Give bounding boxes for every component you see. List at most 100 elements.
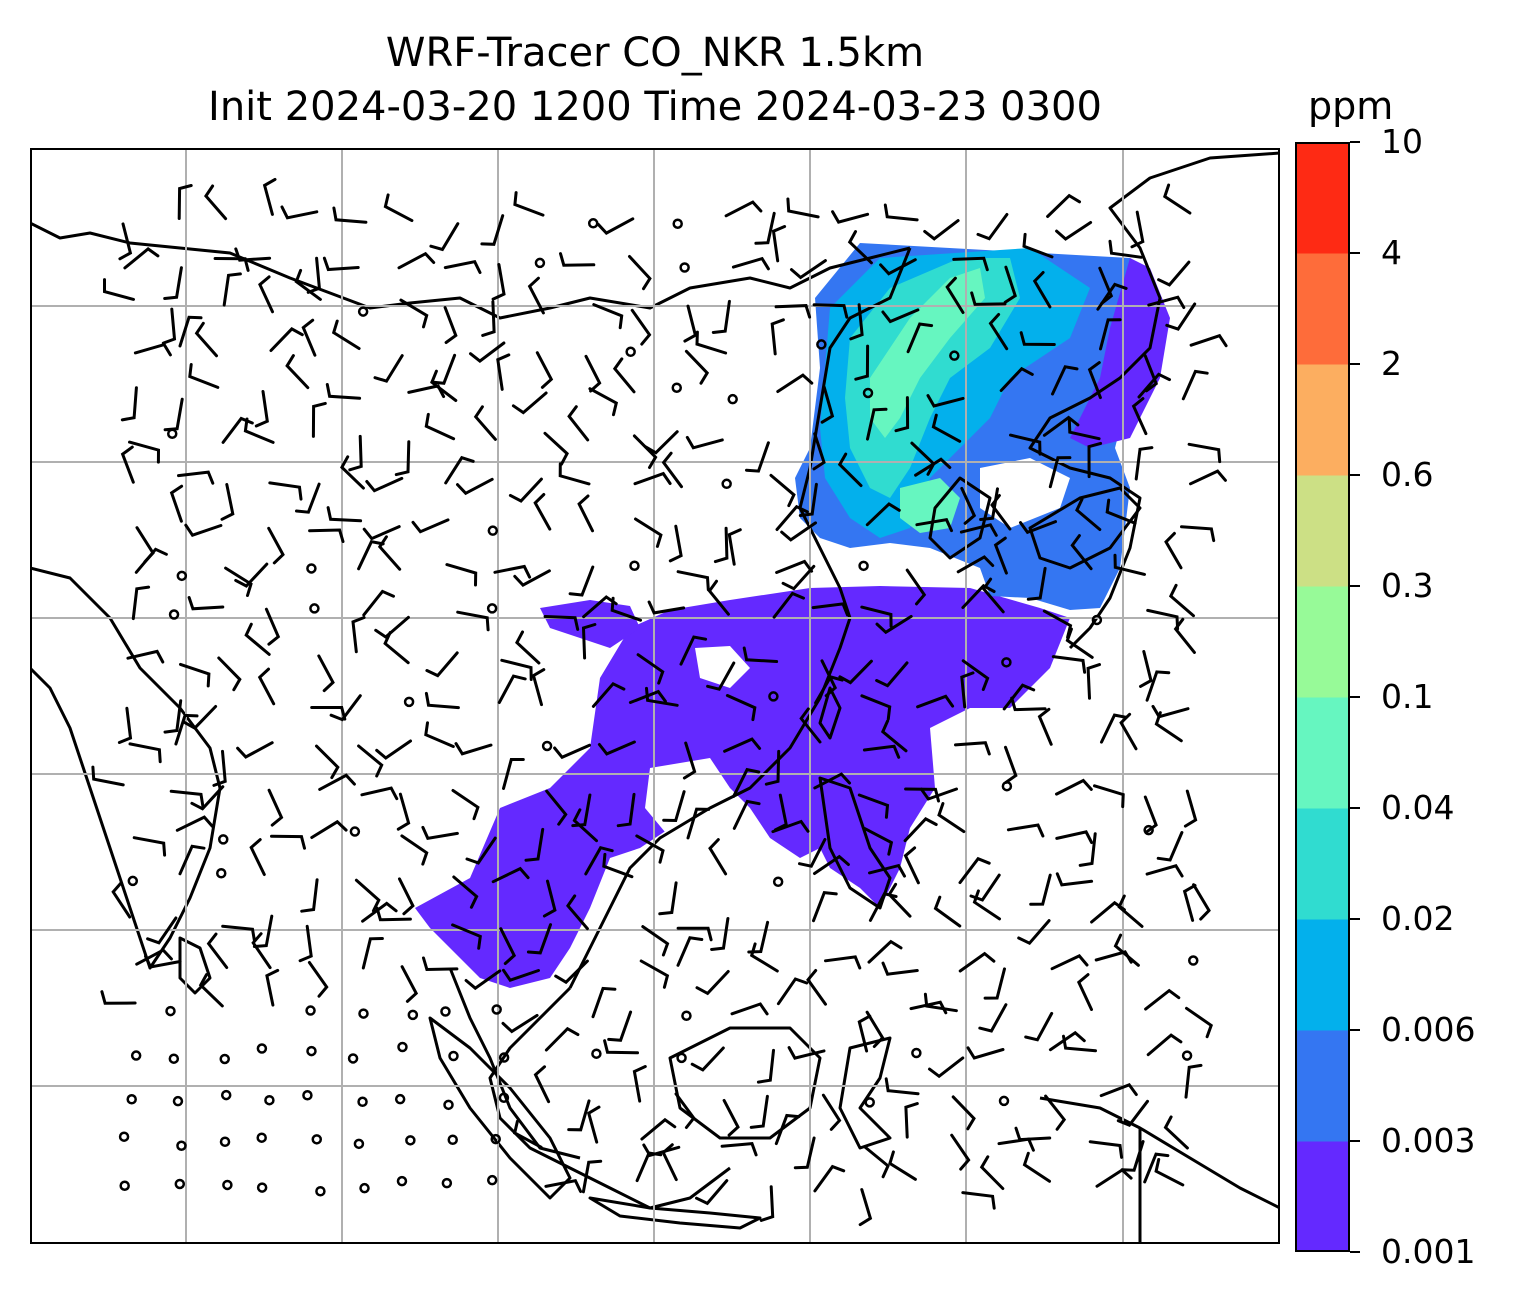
wind-barb [117,706,133,744]
wind-barb [502,968,540,982]
wind-barb [424,721,455,748]
wind-barb [684,349,710,385]
wind-barb [1019,520,1057,535]
wind-barb [958,856,991,885]
calm-wind-marker [1001,780,1013,792]
calm-wind-marker [222,1179,233,1191]
wind-barb [981,577,1005,614]
wind-barb [421,825,459,840]
wind-barb [1065,627,1094,659]
wind-barb [1022,232,1054,259]
calm-wind-marker [490,1133,501,1145]
wind-barb [1048,1030,1086,1052]
coastlines-layer [30,151,1280,1244]
wind-barb [695,330,728,355]
wind-barb [331,319,361,350]
colorbar-tick [1350,807,1360,809]
wind-barb [118,222,133,261]
calm-wind-marker [264,1094,275,1106]
wind-barb [632,434,658,469]
wind-barb [444,455,475,485]
wind-barb [188,363,220,389]
colorbar-segment-6 [1295,475,1350,587]
wind-barb [690,1046,725,1072]
wind-barb [686,807,711,840]
calm-wind-marker [591,1048,602,1059]
calm-wind-marker [130,1050,142,1061]
colorbar-tick [1350,1140,1360,1142]
wind-barb [429,222,460,252]
wind-barb [1019,331,1056,346]
wind-barb [451,923,482,950]
wind-barb [602,852,634,879]
wind-barb [120,386,138,422]
wind-barb [881,308,920,324]
wind-barb [559,252,596,267]
calm-wind-marker [447,1134,458,1145]
tracer-plume-gap-2 [645,758,730,838]
calm-wind-marker [217,834,229,845]
wind-barb [1003,265,1017,304]
wind-barb [612,357,636,394]
wind-barb [252,914,274,948]
wind-barb [1146,608,1180,631]
wind-barb [531,668,546,707]
wind-barb [298,924,313,963]
wind-barb [1046,193,1081,218]
wind-barb [860,694,892,721]
wind-barb [103,278,135,301]
wind-barb [553,743,591,760]
calm-wind-marker [486,1174,498,1186]
wind-barb [774,304,812,319]
wind-barb [217,656,242,692]
wind-barb [1076,973,1093,1011]
wind-barb [1100,713,1128,744]
wind-barb [430,369,458,402]
calm-wind-marker [219,1136,231,1148]
calm-wind-marker [119,1180,130,1191]
wind-barb [596,217,635,235]
wind-barb [306,256,322,294]
wind-barb [424,691,460,710]
wind-barb [375,739,412,760]
wind-barb [937,802,966,834]
wind-barb [268,481,303,501]
wind-barb [865,1010,885,1048]
wind-barb [527,276,545,315]
wind-barb [365,476,404,493]
wind-barb [954,741,991,756]
wind-barb [814,675,844,705]
wind-barb [128,440,161,464]
wind-barb [903,817,938,843]
calm-wind-marker [587,218,599,229]
wind-barb [177,184,193,220]
wind-barb [396,792,411,831]
wind-barb [798,482,818,517]
calm-wind-marker [176,1140,187,1151]
wind-barb [360,786,399,801]
wind-barb [174,713,199,746]
wind-barb [838,659,873,685]
wind-barb [875,614,913,635]
wind-barb [512,1119,543,1149]
wind-barb [554,959,589,985]
coastline-asia-east [1028,151,1280,650]
wind-barb [1095,1168,1133,1188]
calm-wind-marker [629,560,640,571]
wind-barb [566,894,589,931]
wind-barb [1017,919,1051,946]
wind-barb [325,383,362,400]
map-title-line-2: Init 2024-03-20 1200 Time 2024-03-23 030… [208,84,1102,130]
wind-barb [163,699,183,734]
colorbar-tick-label: 0.1 [1381,677,1434,716]
wind-barb [754,211,776,245]
map-canvas [30,148,1280,1244]
wind-barb [723,737,762,753]
wind-barb [1163,183,1192,215]
wind-barb [443,260,482,274]
wind-barb [972,889,1001,921]
wind-barb [776,977,809,1006]
wind-barb [695,1179,729,1206]
wind-barb [425,651,459,678]
wind-barb [639,959,670,989]
